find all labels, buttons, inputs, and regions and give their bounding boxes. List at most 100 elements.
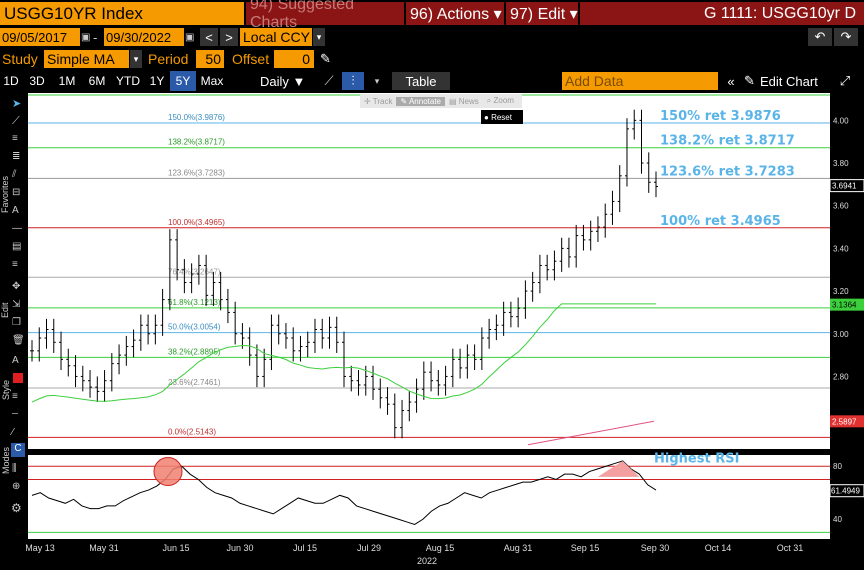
suggested-charts-button[interactable]: 94) Suggested Charts (246, 0, 404, 31)
next-period-button[interactable]: > (220, 28, 238, 46)
chevron-down-icon[interactable]: ▾ (374, 75, 380, 86)
fib-label: 76.4%(3.2647) (168, 267, 221, 276)
levels-icon[interactable]: ≡ (12, 259, 18, 270)
range-5y[interactable]: 5Y (170, 71, 196, 91)
edit-menu[interactable]: 97) Edit ▾ (506, 2, 578, 25)
ma2-line (527, 420, 655, 446)
offset-field[interactable]: 0 (274, 50, 314, 68)
channel-icon[interactable]: ⫽ (12, 169, 17, 180)
start-date-field[interactable]: 09/05/2017 (0, 28, 80, 46)
move-icon[interactable]: ✥ (12, 281, 21, 292)
chevron-down-icon[interactable]: ▾ (130, 50, 142, 68)
date-separator: - (93, 29, 98, 45)
copy-icon[interactable]: ❐ (12, 317, 21, 328)
calendar-icon[interactable]: ▣ (185, 31, 195, 43)
range-ytd[interactable]: YTD (116, 74, 140, 88)
bar-chart-icon[interactable]: ⫶ (342, 72, 364, 90)
dash-icon[interactable]: ⁄ (12, 427, 14, 438)
line-chart-icon[interactable]: ⟋ (324, 73, 334, 88)
layout-icon[interactable]: ⫼ (12, 463, 17, 474)
annotation-ret150: 150% ret 3.9876 (660, 109, 781, 124)
delete-icon[interactable]: 🗑 (12, 335, 25, 346)
color-icon[interactable]: A (12, 355, 19, 366)
annotation-ret138: 138.2% ret 3.8717 (660, 134, 795, 149)
range-max[interactable]: Max (200, 74, 224, 88)
fib-label: 61.8%(3.1213) (168, 298, 221, 307)
undo-icon[interactable]: ↶ (808, 28, 832, 46)
color-swatch[interactable] (13, 373, 23, 383)
frequency-select[interactable]: Daily ▼ (260, 73, 306, 89)
style-label: Style (1, 379, 11, 400)
news-icon: ▤ (449, 96, 459, 106)
fib-label: 0.0%(2.5143) (168, 427, 216, 436)
fib-label: 100.0%(3.4965) (168, 218, 225, 227)
hline-icon[interactable]: ⊟ (12, 187, 21, 198)
offset-label: Offset (232, 51, 270, 67)
edit-chart-button[interactable]: Edit Chart (760, 73, 818, 89)
resize-icon[interactable]: ⇲ (12, 299, 21, 310)
time-tick: Jun 15 (162, 543, 189, 553)
page-title: G 1111: USGG10yr D (580, 2, 864, 25)
chevron-down-icon[interactable]: ▾ (313, 28, 325, 46)
study-label: Study (2, 51, 38, 67)
crosshair-icon[interactable]: ⊕ (12, 481, 21, 492)
range-1d[interactable]: 1D (3, 74, 19, 88)
track-button[interactable]: ✛ Track (364, 96, 393, 106)
table-button[interactable]: Table (392, 72, 450, 90)
shape-icon[interactable]: ▤ (12, 241, 22, 252)
fib-label: 123.6%(3.7283) (168, 168, 225, 177)
text-icon[interactable]: A (12, 205, 19, 216)
period-field[interactable]: 50 (196, 50, 224, 68)
price-tick: 4.00 (833, 116, 849, 125)
redo-icon[interactable]: ↷ (834, 28, 858, 46)
ma-line (31, 303, 656, 403)
fib-label: 150.0%(3.9876) (168, 113, 225, 122)
line-weight-icon[interactable]: ≡ (12, 391, 18, 402)
annotate-button[interactable]: ✎ Annotate (396, 96, 445, 106)
time-tick: Sep 30 (641, 543, 670, 553)
time-tick: Aug 15 (426, 543, 455, 553)
rsi-shade (597, 460, 640, 477)
wrench-icon[interactable]: ✎ (744, 73, 755, 88)
zoom-button[interactable]: ⌕ Zoom (486, 96, 514, 105)
gear-icon[interactable]: ⚙ (11, 501, 22, 515)
pencil-icon[interactable]: ✎ (320, 51, 331, 66)
rsi-line (31, 460, 657, 525)
end-date-field[interactable]: 09/30/2022 (104, 28, 184, 46)
prev-period-button[interactable]: < (200, 28, 218, 46)
fib-label: 50.0%(3.0054) (168, 323, 221, 332)
line-icon[interactable]: — (12, 223, 22, 234)
range-1m[interactable]: 1M (58, 74, 76, 88)
add-data-input[interactable]: Add Data (562, 72, 718, 90)
cursor-icon[interactable]: ➤ (12, 98, 22, 110)
ma2-badge: 2.5897 (832, 417, 857, 426)
currency-select[interactable]: Local CCY (240, 28, 312, 46)
ma-badge: 3.1364 (832, 301, 857, 310)
collapse-icon[interactable]: « (727, 73, 735, 89)
rsi-badge: 61.4949 (831, 487, 860, 496)
study-select[interactable]: Simple MA (44, 50, 129, 68)
price-tick: 2.80 (833, 372, 849, 381)
fib-ext-icon[interactable]: ≣ (12, 151, 21, 162)
mode-icon[interactable]: C (11, 443, 25, 457)
price-tick: 3.20 (833, 287, 849, 296)
reset-button[interactable]: ● Reset (481, 110, 523, 124)
price-tick: 3.00 (833, 330, 849, 339)
range-6m[interactable]: 6M (88, 74, 106, 88)
trendline-icon[interactable]: ⟋ (12, 115, 20, 127)
annotation-ret123: 123.6% ret 3.7283 (660, 164, 795, 179)
range-3d[interactable]: 3D (29, 74, 45, 88)
ticker-field[interactable]: USGG10YR Index (0, 2, 244, 25)
period-label: Period (148, 51, 189, 67)
calendar-icon[interactable]: ▣ (81, 31, 91, 43)
range-1y[interactable]: 1Y (149, 74, 165, 88)
reset-icon: ● (484, 112, 492, 122)
chart-area[interactable]: 150.0%(3.9876) 138.2%(3.8717) 123.6%(3.728… (28, 93, 830, 539)
actions-menu[interactable]: 96) Actions ▾ (406, 2, 504, 25)
fib-icon[interactable]: ≡ (12, 133, 18, 144)
price-tick: 3.60 (833, 202, 849, 211)
line-style-icon[interactable]: ┄ (12, 409, 19, 420)
expand-icon[interactable]: ⤢ (839, 73, 851, 88)
zoom-icon: ⌕ (486, 96, 494, 105)
news-button[interactable]: ▤ News (449, 96, 479, 106)
